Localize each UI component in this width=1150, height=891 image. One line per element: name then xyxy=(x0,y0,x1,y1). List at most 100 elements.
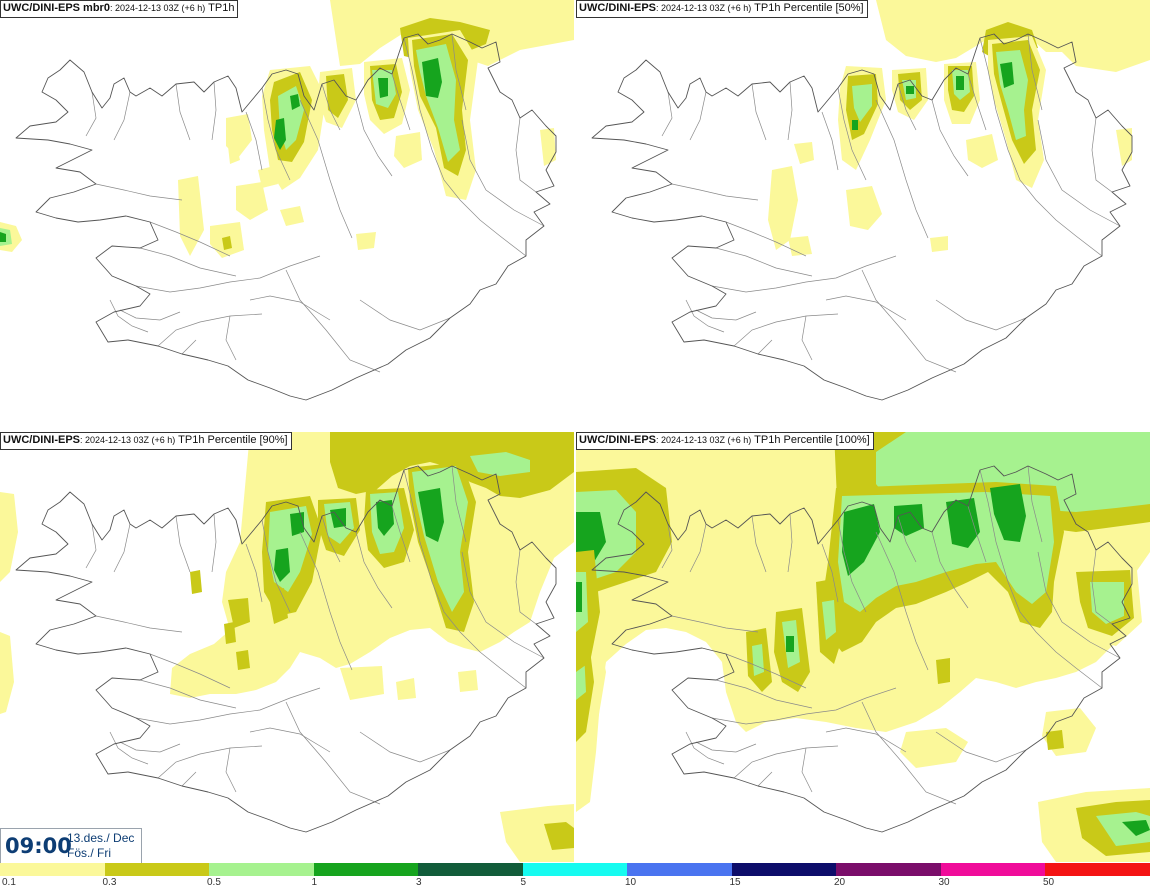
region-boundary xyxy=(1027,33,1043,111)
product-name: TP1h Percentile [100%] xyxy=(751,434,870,446)
precip-contour xyxy=(842,504,880,576)
region-boundary xyxy=(157,745,263,779)
precip-contour xyxy=(906,86,914,94)
precip-contour xyxy=(422,58,442,98)
region-boundary xyxy=(515,117,537,193)
region-boundary xyxy=(661,91,673,137)
precip-contour xyxy=(228,144,240,164)
run-time: : 2024-12-13 03Z (+6 h) xyxy=(80,435,176,445)
region-boundary xyxy=(95,615,183,633)
map-panel-p100: UWC/DINI-EPS: 2024-12-13 03Z (+6 h) TP1h… xyxy=(576,432,1150,862)
region-boundary xyxy=(175,83,191,141)
region-boundary xyxy=(149,221,231,257)
legend-tick-label: 15 xyxy=(729,877,741,888)
region-boundary xyxy=(135,255,321,293)
region-boundary xyxy=(299,531,353,671)
valid-time-box: 09:00 13.des./ Dec Fös./ Fri xyxy=(0,828,142,864)
precip-contour xyxy=(794,142,814,164)
region-boundary xyxy=(935,299,1027,331)
region-borders xyxy=(85,465,545,805)
region-boundary xyxy=(261,519,291,613)
region-boundary xyxy=(139,679,237,709)
region-boundary xyxy=(787,81,793,141)
legend-swatch xyxy=(0,863,106,876)
precip-contour xyxy=(852,120,858,130)
region-boundary xyxy=(695,741,757,753)
precip-contour xyxy=(280,206,304,226)
region-boundary xyxy=(403,469,527,689)
region-boundary xyxy=(1037,119,1121,227)
precip-contour xyxy=(786,636,794,652)
precip-contour xyxy=(228,598,250,628)
region-boundary xyxy=(685,731,725,765)
precip-contour xyxy=(178,176,204,256)
region-boundary xyxy=(403,37,527,257)
precip-contour xyxy=(576,582,582,612)
region-boundary xyxy=(249,295,331,321)
precip-field xyxy=(768,0,1150,256)
precip-contour xyxy=(1122,820,1150,836)
region-boundary xyxy=(157,313,263,347)
region-boundary xyxy=(689,91,707,141)
region-boundary xyxy=(711,255,897,293)
precip-field xyxy=(0,432,574,862)
region-boundary xyxy=(967,505,987,563)
region-boundary xyxy=(135,687,321,725)
precip-contour xyxy=(222,236,232,250)
region-boundary xyxy=(751,515,767,573)
region-boundary xyxy=(181,771,197,787)
legend-tick-label: 30 xyxy=(938,877,950,888)
region-boundary xyxy=(733,313,839,347)
region-boundary xyxy=(149,653,231,689)
precip-contour xyxy=(236,182,268,220)
model-name: UWC/DINI-EPS xyxy=(579,2,656,14)
precip-contour xyxy=(844,530,860,558)
region-boundary xyxy=(801,747,813,793)
precip-contour xyxy=(768,166,798,250)
region-boundary xyxy=(671,183,759,201)
legend-tick-label: 1 xyxy=(311,877,318,888)
precip-contour xyxy=(290,512,304,536)
region-borders xyxy=(661,465,1121,805)
precip-contour xyxy=(290,94,300,110)
product-name: TP1h Percentile [90%] xyxy=(175,434,288,446)
region-boundary xyxy=(391,505,411,563)
region-boundary xyxy=(661,523,673,569)
region-boundary xyxy=(685,299,725,333)
region-boundary xyxy=(751,83,767,141)
precip-contour xyxy=(956,76,964,90)
precip-contour xyxy=(274,118,286,150)
run-time: : 2024-12-13 03Z (+6 h) xyxy=(656,3,752,13)
valid-weekday: Fös./ Fri xyxy=(67,846,111,860)
region-boundary xyxy=(897,83,917,131)
coastline xyxy=(591,465,1133,833)
region-boundary xyxy=(359,299,451,331)
precip-contour xyxy=(0,232,6,242)
precip-contour xyxy=(0,492,18,582)
region-boundary xyxy=(931,99,969,177)
region-boundary xyxy=(391,73,411,131)
map-panel-member0: UWC/DINI-EPS mbr0: 2024-12-13 03Z (+6 h)… xyxy=(0,0,574,430)
precip-map xyxy=(0,432,574,862)
region-boundary xyxy=(725,221,807,257)
region-boundary xyxy=(875,99,929,239)
precip-contour xyxy=(576,512,606,562)
legend-swatch xyxy=(522,863,628,876)
region-boundary xyxy=(109,299,149,333)
panel-title: UWC/DINI-EPS: 2024-12-13 03Z (+6 h) TP1h… xyxy=(576,0,868,18)
precip-contour xyxy=(966,134,998,168)
region-boundary xyxy=(461,551,545,659)
legend-swatch xyxy=(731,863,837,876)
precip-contour xyxy=(190,570,202,594)
region-boundary xyxy=(1037,551,1121,659)
precip-contour xyxy=(458,670,478,692)
precip-contour xyxy=(936,658,950,684)
precip-contour xyxy=(752,644,764,676)
legend-tick-label: 0.3 xyxy=(102,877,117,888)
legend-tick-label: 3 xyxy=(416,877,422,888)
region-boundary xyxy=(821,543,839,603)
region-boundary xyxy=(451,465,467,543)
precip-contour xyxy=(1096,812,1150,846)
precip-contour xyxy=(326,74,348,118)
region-boundary xyxy=(515,549,537,625)
